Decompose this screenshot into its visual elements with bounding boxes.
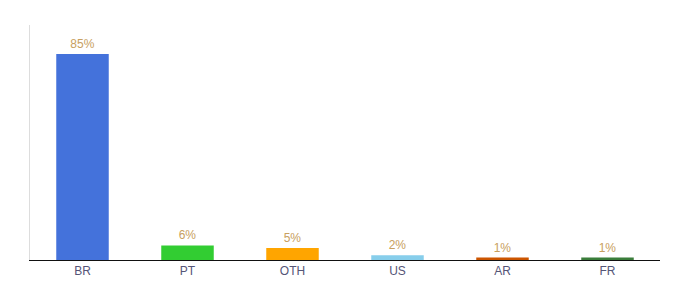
svg-text:1%: 1%: [599, 241, 617, 255]
svg-text:PT: PT: [180, 264, 196, 278]
svg-text:5%: 5%: [284, 231, 302, 245]
svg-text:2%: 2%: [389, 238, 407, 252]
svg-text:6%: 6%: [179, 228, 197, 242]
svg-text:US: US: [389, 264, 406, 278]
svg-text:OTH: OTH: [280, 264, 305, 278]
svg-text:AR: AR: [494, 264, 511, 278]
svg-text:85%: 85%: [70, 37, 94, 51]
svg-text:BR: BR: [74, 264, 91, 278]
svg-text:FR: FR: [600, 264, 616, 278]
svg-text:1%: 1%: [494, 241, 512, 255]
